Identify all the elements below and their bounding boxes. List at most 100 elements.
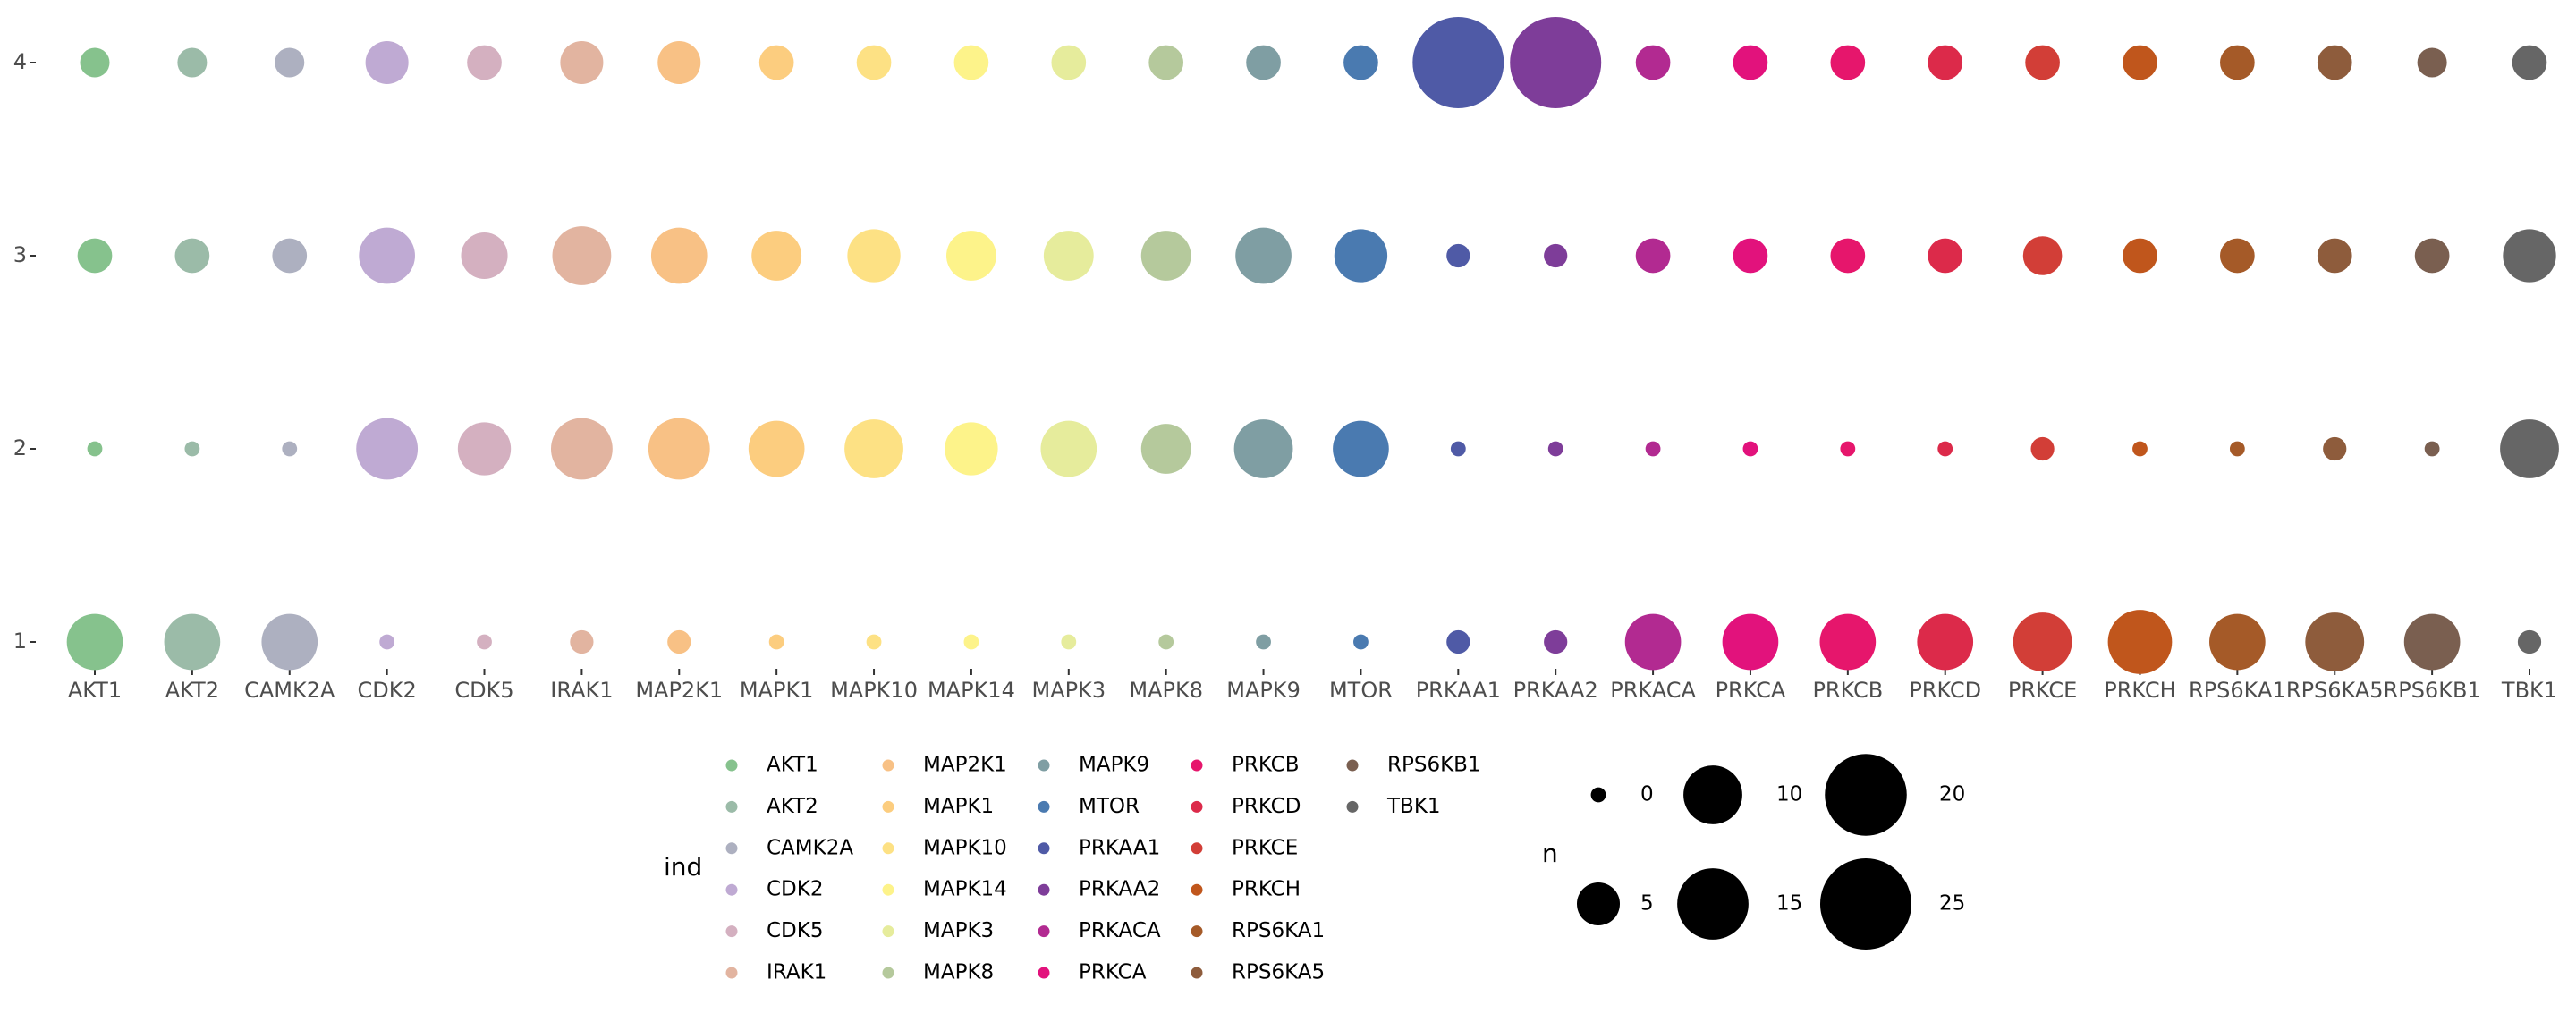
bubble [953,45,989,80]
legend-label: PRKACA [1079,919,1161,942]
bubble [648,418,710,480]
legend-swatch [1191,925,1203,938]
legend-label: CDK2 [767,878,824,901]
x-tick-label: IRAK1 [550,678,613,703]
size-legend-key [1825,754,1907,836]
bubble [2424,441,2440,457]
bubble [2500,419,2559,478]
x-tick-label: CDK2 [358,678,417,703]
bubble [1158,634,1174,650]
legend-label: PRKAA2 [1079,878,1160,901]
bubble [1840,441,1856,457]
bubble [177,47,208,78]
bubble [2503,229,2556,283]
bubble [1246,45,1281,80]
bubble [946,231,996,281]
x-tick-label: TBK1 [2501,678,2557,703]
bubble [1635,45,1671,80]
legend-label: PRKCB [1232,754,1300,777]
bubble [1645,441,1661,457]
size-legend-label: 5 [1640,892,1654,916]
bubble [1343,45,1378,80]
legend-label: MAP2K1 [923,754,1007,777]
bubble [87,441,103,457]
legend-swatch [1038,883,1050,896]
legend-swatch [725,967,738,979]
x-tick-label: AKT1 [68,678,122,703]
bubble [282,441,298,457]
bubble [1450,441,1466,457]
y-tick-label: 3 [13,242,27,267]
legend-swatch [725,800,738,813]
legend-swatch [1191,967,1203,979]
bubble [2403,613,2461,671]
size-legend-label: 20 [1939,783,1965,806]
bubble [359,227,415,284]
bubble [2022,236,2063,275]
x-tick-label: RPS6KB1 [2384,678,2481,703]
legend-swatch [1038,925,1050,938]
bubble [272,238,308,274]
bubble [1412,17,1504,108]
bubble [1742,441,1758,457]
legend-label: RPS6KA5 [1232,961,1325,984]
bubble [2317,238,2352,274]
size-legend-key [1576,882,1621,926]
legend-label: MAPK1 [923,795,994,818]
legend-swatch [725,842,738,855]
bubble [1140,424,1191,474]
bubble [758,45,794,80]
size-legend-key [1683,765,1742,824]
bubble [1051,45,1087,80]
color-legend-title: ind [664,852,702,882]
y-tick-label: 2 [13,435,27,460]
y-tick-label: 1 [13,629,27,654]
legend-swatch [882,925,894,938]
legend-label: PRKCE [1232,836,1298,859]
bubble [1043,231,1094,281]
bubble [467,45,502,80]
bubble [2417,47,2447,78]
bubble [1510,17,1602,108]
bubble [2517,629,2542,654]
size-legend-key [1677,868,1749,940]
y-tick-label: 4 [13,49,27,74]
legend-swatch [1346,759,1359,772]
x-tick-label: MAPK10 [830,678,918,703]
bubble [66,613,123,671]
bubble [1544,629,1568,654]
bubble [570,629,594,654]
bubble [1446,243,1470,268]
size-legend-label: 10 [1776,783,1802,806]
bubble [457,422,512,476]
bubble [261,613,318,671]
legend-label: MAPK10 [923,836,1007,859]
x-tick-label: AKT2 [165,678,219,703]
bubble [1733,238,1768,274]
x-tick-label: PRKCH [2104,678,2175,703]
legend-label: PRKCA [1079,961,1147,984]
x-tick-label: MAPK3 [1031,678,1106,703]
bubble [2025,45,2060,80]
x-tick-label: MAP2K1 [635,678,723,703]
bubble [379,634,395,650]
bubble [2132,441,2148,457]
x-tick-label: MTOR [1329,678,1393,703]
x-tick-label: PRKAA2 [1513,678,1598,703]
bubble [550,418,613,480]
legend-label: MAPK8 [923,961,994,984]
bubble [1333,420,1389,477]
x-tick-label: CAMK2A [244,678,335,703]
bubble [2305,612,2365,671]
x-tick-label: MAPK8 [1129,678,1203,703]
legend-swatch [1191,759,1203,772]
legend-label: CAMK2A [767,836,853,859]
x-tick-label: PRKCB [1812,678,1883,703]
bubble [77,238,113,274]
x-tick-label: PRKAA1 [1416,678,1501,703]
legend-swatch [1191,883,1203,896]
legend-swatch [1038,759,1050,772]
bubble [164,613,221,671]
bubble [477,634,492,650]
legend-label: RPS6KB1 [1387,754,1481,777]
